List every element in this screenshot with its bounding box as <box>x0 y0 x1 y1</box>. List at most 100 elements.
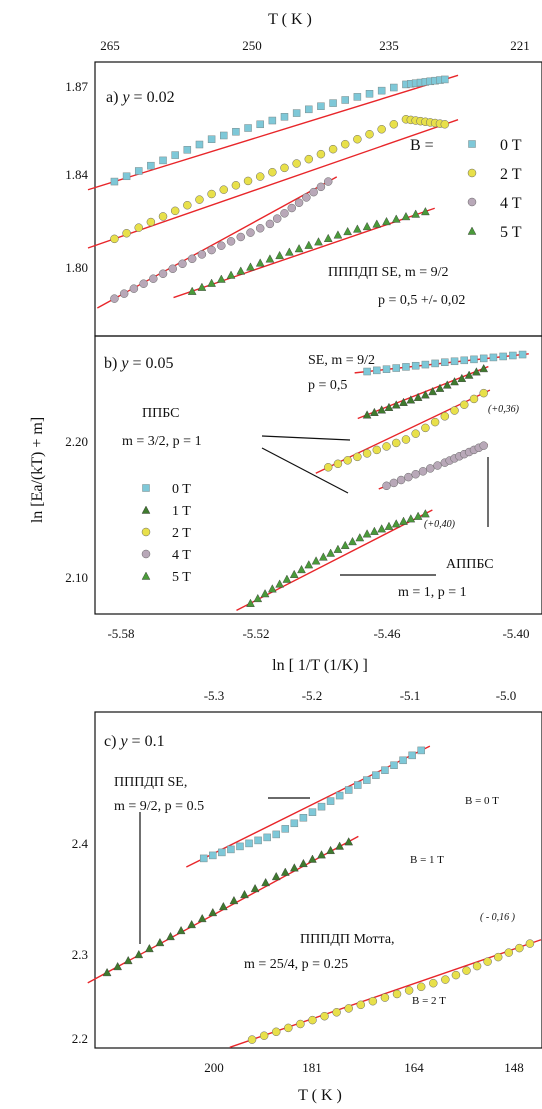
point-1-3-5 <box>418 467 428 476</box>
point-1-0-6 <box>421 360 430 369</box>
point-1-4-21 <box>399 516 408 525</box>
point-2-0-8 <box>272 830 280 839</box>
point-2-0-3 <box>227 845 235 854</box>
point-0-1-6 <box>183 200 192 210</box>
point-0-3-6 <box>246 262 255 271</box>
legend-a-label-1: 2 T <box>500 166 522 183</box>
point-1-2-13 <box>450 406 459 415</box>
point-0-1-11 <box>243 176 253 186</box>
point-1-4-20 <box>391 519 401 528</box>
point-1-2-0 <box>323 463 333 472</box>
point-0-2-1 <box>119 289 129 298</box>
panel-b-y-ticks: 2.20 2.10 <box>65 434 88 585</box>
panel-a-ytick-187: 1.87 <box>65 79 88 94</box>
point-2-1-23 <box>335 841 344 850</box>
point-0-3-1 <box>197 282 207 291</box>
panel-c-toptick-52: -5.2 <box>302 688 323 703</box>
point-1-0-2 <box>382 365 391 373</box>
legend-b-marker-0 <box>142 484 150 492</box>
panel-b-shift-a: (+0,36) <box>488 404 520 415</box>
point-0-0-1 <box>122 172 131 181</box>
point-1-0-5 <box>411 361 420 370</box>
point-2-0-18 <box>363 776 371 784</box>
point-0-0-16 <box>305 105 313 114</box>
panel-c-bottick-148: 148 <box>504 1060 524 1075</box>
panel-c-series-label-0: B = 0 T <box>465 795 499 807</box>
panel-c-series-label-1: B = 1 T <box>410 854 444 866</box>
point-2-2-12 <box>392 989 402 999</box>
point-2-1-5 <box>155 937 165 947</box>
series-0-0 <box>87 74 459 191</box>
point-0-0-11 <box>244 124 252 132</box>
point-0-0-4 <box>159 156 167 165</box>
panel-b-xtick-540: -5.40 <box>502 626 529 641</box>
panel-c-note1-2: m = 9/2, p = 0.5 <box>114 799 204 814</box>
point-1-4-16 <box>362 529 372 538</box>
panel-a-ytick-184: 1.84 <box>65 167 88 182</box>
point-0-2-13 <box>236 232 246 242</box>
point-0-0-3 <box>147 161 155 170</box>
point-2-1-4 <box>145 943 154 953</box>
point-1-3-2 <box>396 475 406 485</box>
point-0-1-14 <box>280 163 289 173</box>
point-0-2-3 <box>139 279 148 288</box>
point-2-0-12 <box>308 808 317 816</box>
point-1-2-8 <box>401 435 411 444</box>
point-0-1-8 <box>207 189 216 199</box>
point-2-1-10 <box>208 907 218 917</box>
point-2-2-3 <box>284 1023 293 1033</box>
point-1-4-24 <box>421 509 430 518</box>
top-tick-221: 221 <box>510 38 530 53</box>
panel-c-ytick-23: 2.3 <box>72 947 88 962</box>
point-0-3-15 <box>333 230 343 239</box>
point-0-3-20 <box>382 216 391 226</box>
point-2-2-4 <box>296 1019 305 1029</box>
point-1-1-13 <box>457 373 467 382</box>
point-0-0-14 <box>280 113 289 121</box>
top-tick-235: 235 <box>379 38 399 53</box>
point-1-0-10 <box>460 356 469 365</box>
panel-b-legend: 0 T 1 T 2 T 4 T 5 T <box>141 482 191 585</box>
point-1-3-16 <box>479 441 488 450</box>
fit-line-0-1 <box>87 119 459 249</box>
panel-a-note-1: ПППДП SE, m = 9/2 <box>328 265 449 280</box>
point-1-1-9 <box>428 386 438 396</box>
point-2-1-22 <box>326 845 335 854</box>
point-2-0-13 <box>317 802 326 811</box>
legend-a-marker-1 <box>467 168 477 178</box>
point-1-4-2 <box>260 589 270 598</box>
point-0-3-7 <box>255 258 265 267</box>
point-2-0-1 <box>209 851 217 860</box>
point-1-4-22 <box>406 514 416 523</box>
series-1-4 <box>236 509 433 611</box>
point-0-0-32 <box>441 75 449 84</box>
series-0-1 <box>87 115 459 249</box>
point-0-3-4 <box>226 270 236 279</box>
point-2-1-20 <box>308 854 317 863</box>
point-1-3-7 <box>433 461 442 470</box>
point-2-1-14 <box>250 883 260 893</box>
point-0-1-23 <box>389 120 399 129</box>
panel-b-label-value: = 0.05 <box>128 355 173 372</box>
point-0-0-23 <box>390 83 398 92</box>
point-2-1-1 <box>113 961 122 971</box>
top-axis-title: T ( K ) <box>268 11 312 28</box>
point-2-1-17 <box>280 867 290 876</box>
panel-c-bottick-164: 164 <box>404 1060 424 1075</box>
point-2-2-23 <box>515 943 524 953</box>
point-1-0-16 <box>518 350 527 359</box>
point-1-1-8 <box>421 390 430 399</box>
point-2-1-18 <box>290 863 299 872</box>
panel-a-label-var: y <box>120 89 130 106</box>
panel-b-se-2: p = 0,5 <box>308 378 347 393</box>
point-2-1-16 <box>271 871 281 881</box>
point-1-0-11 <box>470 355 478 364</box>
point-0-0-20 <box>353 93 362 101</box>
point-1-2-5 <box>372 445 382 455</box>
panel-c-note1-1: ПППДП SE, <box>114 775 187 790</box>
point-1-4-10 <box>319 552 328 561</box>
panel-1-data <box>236 350 529 611</box>
point-2-0-17 <box>354 781 362 789</box>
panel-b-label-var: y <box>119 355 129 372</box>
